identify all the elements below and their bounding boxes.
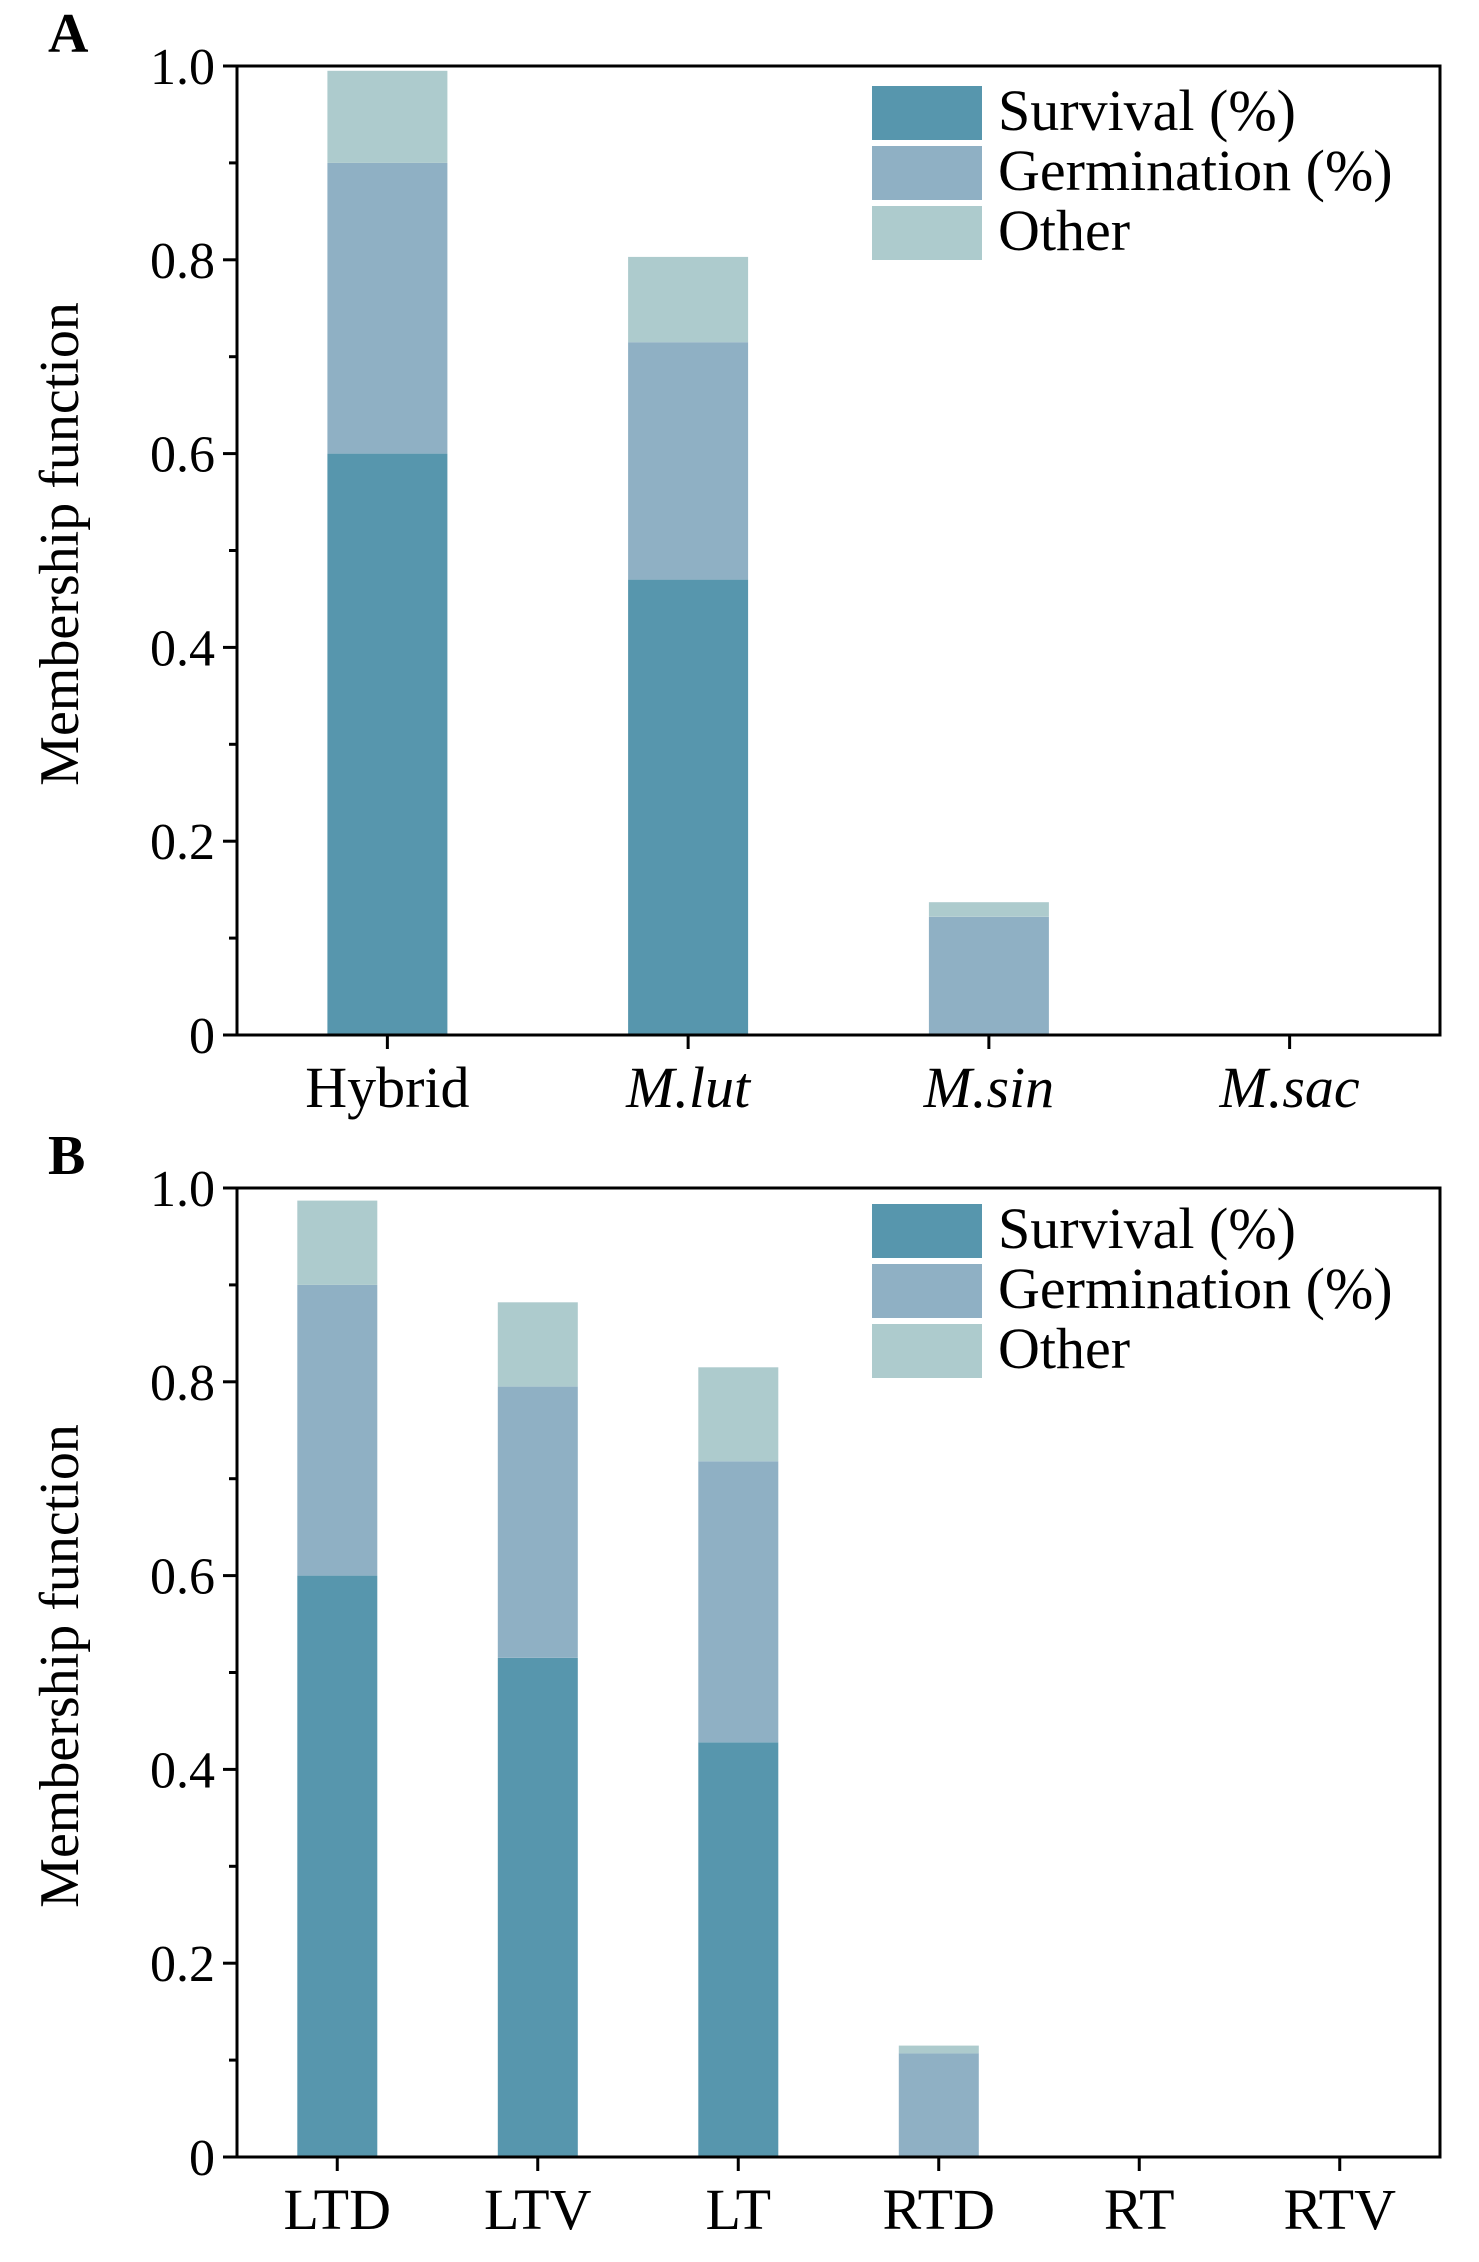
panel-b-y-tick-label: 0.6 xyxy=(150,1549,215,1606)
panel-b-legend-swatch-germination xyxy=(872,1264,982,1318)
panel-a-bar-m-lut-other xyxy=(628,256,749,343)
panel-a-bar-hybrid-survival xyxy=(327,453,448,1036)
panel-a-bar-hybrid-other xyxy=(327,70,448,163)
panel-a-y-tick-label: 1.0 xyxy=(150,39,215,96)
panel-b-x-tick-label: RTV xyxy=(1283,2177,1396,2242)
panel-b-legend-label-survival: Survival (%) xyxy=(998,1196,1296,1261)
panel-b-bar-ltd-germination xyxy=(297,1284,378,1576)
panel-b-bar-ltd-survival xyxy=(297,1575,378,2157)
panel-b-bar-ltd-other xyxy=(297,1200,378,1285)
panel-a-y-tick-label: 0.8 xyxy=(150,233,215,290)
panel-a-y-tick-label: 0.4 xyxy=(150,620,215,677)
panel-a-legend: Survival (%)Germination (%)Other xyxy=(872,78,1393,263)
panel-b-y-tick-label: 0.4 xyxy=(150,1742,215,1799)
panel-b-y-axis-title: Membership function xyxy=(29,1424,91,1908)
panel-a: A Membership function 0 0.2 0.4 0.6 0.8 1.0 Hy… xyxy=(29,3,1442,1120)
panel-a-bar-hybrid-germination xyxy=(327,162,448,454)
panel-b-bar-ltv-other xyxy=(497,1302,578,1387)
panel-b-x-tick-label: LTD xyxy=(284,2177,391,2242)
panel-a-legend-swatch-other xyxy=(872,206,982,260)
panel-b-bar-lt-germination xyxy=(698,1461,779,1743)
panel-b: B Membership function 0 0.2 0.4 0.6 0.8 1.0 LT… xyxy=(29,1125,1442,2242)
panel-b-y-tick-label: 1.0 xyxy=(150,1161,215,1218)
panel-a-bar-m-lut-survival xyxy=(628,579,749,1035)
panel-a-legend-swatch-survival xyxy=(872,86,982,140)
panel-a-y-axis-title: Membership function xyxy=(29,302,91,786)
panel-b-legend-label-other: Other xyxy=(998,1316,1130,1381)
panel-b-y-tick-label: 0.2 xyxy=(150,1936,215,1993)
panel-b-bar-rtd-germination xyxy=(898,2053,979,2157)
panel-b-bar-rtd-other xyxy=(898,2045,979,2054)
panel-a-legend-label-other: Other xyxy=(998,198,1130,263)
panel-b-x-tick-label: RTD xyxy=(882,2177,995,2242)
panel-a-x-tick-label: Hybrid xyxy=(305,1055,469,1120)
panel-a-x-tick-label: M.lut xyxy=(625,1055,752,1120)
panel-b-letter: B xyxy=(48,1125,85,1187)
panel-a-letter: A xyxy=(48,3,89,65)
panel-b-bar-ltv-survival xyxy=(497,1658,578,2157)
panel-a-legend-label-germination: Germination (%) xyxy=(998,138,1393,203)
panel-b-bars xyxy=(297,1200,979,2157)
panel-a-bar-m-lut-germination xyxy=(628,342,749,580)
panel-b-y-tick-label: 0 xyxy=(189,2130,215,2187)
panel-b-y-tick-label: 0.8 xyxy=(150,1355,215,1412)
panel-a-y-tick-label: 0.6 xyxy=(150,427,215,484)
panel-b-x-tick-label: LTV xyxy=(484,2177,592,2242)
panel-b-x-tick-label: LT xyxy=(705,2177,771,2242)
panel-b-legend-label-germination: Germination (%) xyxy=(998,1256,1393,1321)
panel-b-legend-swatch-other xyxy=(872,1324,982,1378)
panel-a-bar-m-sin-other xyxy=(928,902,1049,917)
panel-a-legend-label-survival: Survival (%) xyxy=(998,78,1296,143)
panel-a-x-tick-label: M.sac xyxy=(1219,1055,1360,1120)
panel-a-bars xyxy=(327,70,1049,1036)
panel-a-legend-swatch-germination xyxy=(872,146,982,200)
panel-a-y-tick-label: 0.2 xyxy=(150,814,215,871)
panel-b-legend-swatch-survival xyxy=(872,1204,982,1258)
panel-b-bar-lt-other xyxy=(698,1367,779,1462)
panel-b-x-tick-label: RT xyxy=(1104,2177,1175,2242)
panel-b-legend: Survival (%)Germination (%)Other xyxy=(872,1196,1393,1381)
panel-a-bar-m-sin-germination xyxy=(928,916,1049,1035)
panel-a-axes: 0 0.2 0.4 0.6 0.8 1.0 Hybrid M.lut M.sin M.sac xyxy=(150,39,1442,1120)
panel-b-bar-lt-survival xyxy=(698,1742,779,2157)
panel-a-y-tick-label: 0 xyxy=(189,1008,215,1065)
panel-a-x-tick-label: M.sin xyxy=(923,1055,1055,1120)
panel-b-axes: 0 0.2 0.4 0.6 0.8 1.0 LTD LTV LT RTD RT RTV xyxy=(150,1161,1442,2242)
panel-b-bar-ltv-germination xyxy=(497,1386,578,1658)
